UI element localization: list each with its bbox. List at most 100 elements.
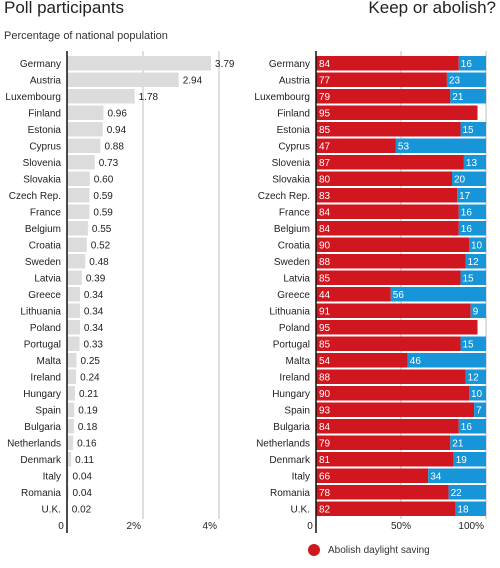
participants-bar bbox=[67, 353, 77, 368]
keep-bar bbox=[407, 353, 486, 368]
abolish-bar bbox=[316, 221, 459, 236]
x-tick-label: 2% bbox=[127, 521, 142, 532]
country-label: Netherlands bbox=[7, 439, 61, 450]
country-label: Ireland bbox=[30, 373, 61, 384]
country-label: Denmark bbox=[269, 455, 311, 466]
participants-bar bbox=[67, 287, 80, 302]
keep-value: 15 bbox=[463, 125, 475, 136]
country-label: Slovenia bbox=[23, 158, 62, 169]
keep-value: 9 bbox=[473, 307, 479, 318]
participants-bar bbox=[67, 369, 77, 384]
abolish-value: 79 bbox=[319, 439, 331, 450]
participants-value: 0.18 bbox=[78, 422, 98, 433]
participants-bar bbox=[67, 336, 80, 351]
participants-value: 0.33 bbox=[84, 340, 104, 351]
participants-bar bbox=[67, 105, 104, 120]
participants-value: 0.04 bbox=[73, 488, 93, 499]
participants-bar bbox=[67, 204, 90, 219]
keep-value: 18 bbox=[457, 505, 469, 516]
country-label: Finland bbox=[277, 109, 310, 120]
abolish-value: 95 bbox=[319, 109, 331, 120]
participants-bar bbox=[67, 320, 80, 335]
participants-bar bbox=[67, 56, 212, 71]
keep-value: 15 bbox=[463, 274, 475, 285]
left-chart-subtitle: Percentage of national population bbox=[4, 30, 168, 42]
abolish-value: 83 bbox=[319, 191, 331, 202]
abolish-bar bbox=[316, 56, 459, 71]
keep-value: 19 bbox=[456, 455, 468, 466]
keep-bar bbox=[450, 435, 486, 450]
abolish-value: 85 bbox=[319, 340, 331, 351]
participants-value: 0.55 bbox=[92, 224, 112, 235]
legend: Abolish daylight saving bbox=[308, 544, 430, 556]
x-tick-label: 50% bbox=[391, 521, 411, 532]
keep-bar bbox=[458, 56, 486, 71]
abolish-bar bbox=[316, 155, 464, 170]
participants-bar bbox=[67, 468, 69, 483]
country-label: Poland bbox=[279, 323, 310, 334]
abolish-bar bbox=[316, 501, 456, 516]
country-label: Malta bbox=[37, 356, 62, 367]
keep-bar bbox=[446, 72, 486, 87]
country-label: Estonia bbox=[277, 125, 311, 136]
participants-value: 0.96 bbox=[107, 109, 127, 120]
participants-value: 0.94 bbox=[107, 125, 127, 136]
country-label: Ireland bbox=[279, 373, 310, 384]
keep-value: 56 bbox=[393, 290, 405, 301]
keep-value: 7 bbox=[476, 406, 482, 417]
keep-bar bbox=[428, 468, 486, 483]
abolish-bar bbox=[316, 270, 461, 285]
participants-bar bbox=[67, 89, 135, 104]
keep-bar bbox=[453, 452, 486, 467]
country-label: Romania bbox=[21, 488, 61, 499]
country-label: Greece bbox=[277, 290, 310, 301]
participants-value: 3.79 bbox=[215, 59, 235, 70]
country-label: U.K. bbox=[291, 505, 310, 516]
country-label: Italy bbox=[43, 472, 61, 483]
participants-value: 0.73 bbox=[99, 158, 119, 169]
x-tick-label: 0 bbox=[58, 521, 64, 532]
keep-value: 16 bbox=[461, 208, 473, 219]
x-tick-label: 100% bbox=[458, 521, 484, 532]
abolish-value: 82 bbox=[319, 505, 331, 516]
keep-value: 10 bbox=[471, 241, 483, 252]
abolish-bar bbox=[316, 320, 478, 335]
abolish-value: 88 bbox=[319, 373, 331, 384]
abolish-value: 88 bbox=[319, 257, 331, 268]
abolish-bar bbox=[316, 122, 461, 137]
country-label: Italy bbox=[292, 472, 310, 483]
participants-value: 0.34 bbox=[84, 307, 104, 318]
abolish-bar bbox=[316, 435, 451, 450]
abolish-value: 54 bbox=[319, 356, 331, 367]
abolish-value: 47 bbox=[319, 142, 331, 153]
abolish-bar bbox=[316, 336, 461, 351]
abolish-bar bbox=[316, 237, 469, 252]
participants-bar bbox=[67, 171, 90, 186]
abolish-value: 79 bbox=[319, 92, 331, 103]
abolish-legend-dot bbox=[308, 544, 320, 556]
participants-value: 0.21 bbox=[79, 389, 99, 400]
legend-label: Abolish daylight saving bbox=[328, 544, 430, 556]
abolish-value: 80 bbox=[319, 175, 331, 186]
abolish-bar bbox=[316, 353, 408, 368]
country-label: Spain bbox=[284, 406, 310, 417]
keep-value: 46 bbox=[410, 356, 422, 367]
participants-bar bbox=[67, 386, 75, 401]
keep-bar bbox=[452, 171, 486, 186]
country-label: Cyprus bbox=[29, 142, 61, 153]
right-chart-title: Keep or abolish? bbox=[368, 0, 496, 17]
participants-value: 0.59 bbox=[93, 208, 113, 219]
abolish-value: 90 bbox=[319, 241, 331, 252]
keep-bar bbox=[474, 402, 486, 417]
abolish-value: 91 bbox=[319, 307, 331, 318]
keep-value: 16 bbox=[461, 422, 473, 433]
keep-bar bbox=[460, 336, 486, 351]
country-label: Austria bbox=[279, 76, 311, 87]
country-label: Slovakia bbox=[23, 175, 61, 186]
country-label: Luxembourg bbox=[254, 92, 310, 103]
keep-bar bbox=[465, 254, 486, 269]
abolish-bar bbox=[316, 419, 459, 434]
abolish-value: 85 bbox=[319, 274, 331, 285]
country-label: Romania bbox=[270, 488, 310, 499]
abolish-bar bbox=[316, 171, 452, 186]
